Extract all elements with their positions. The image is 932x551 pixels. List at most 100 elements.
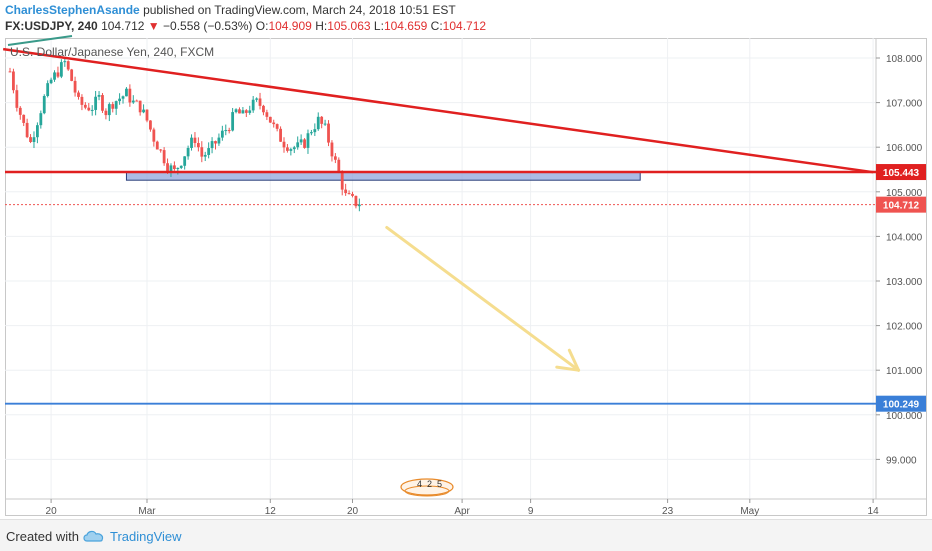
y-tick-label-0: 108.000 bbox=[886, 54, 923, 65]
candle-body-99 bbox=[347, 193, 351, 195]
instrument-title: U.S. Dollar/Japanese Yen, 240, FXCM bbox=[10, 45, 214, 59]
candle-body-49 bbox=[176, 167, 180, 170]
candle-body-2 bbox=[15, 90, 19, 108]
x-tick-label-4: Apr bbox=[454, 506, 470, 517]
candle-body-77 bbox=[272, 122, 276, 125]
candle-body-41 bbox=[149, 120, 152, 130]
footer-bar: Created with TradingView bbox=[0, 519, 932, 551]
candle-body-31 bbox=[114, 101, 118, 109]
candle-body-47 bbox=[169, 165, 173, 172]
candle-body-14 bbox=[56, 72, 60, 77]
time-axis: 20 Mar 12 20 Apr 9 23 May 14 bbox=[46, 499, 880, 517]
event-markers[interactable]: 4 2 5 bbox=[400, 478, 454, 497]
candle-body-56 bbox=[200, 147, 204, 157]
candle-body-4 bbox=[22, 114, 26, 123]
candle-body-12 bbox=[49, 79, 53, 84]
candle-body-42 bbox=[152, 129, 156, 142]
change-value: −0.558 (−0.53%) bbox=[163, 19, 253, 33]
candle-body-81 bbox=[286, 147, 289, 151]
candle-body-54 bbox=[193, 137, 197, 144]
candle-body-7 bbox=[32, 137, 36, 142]
candle-body-44 bbox=[159, 149, 163, 151]
candle-body-78 bbox=[275, 124, 279, 129]
candle-body-20 bbox=[77, 92, 80, 97]
projection-arrowhead-1 bbox=[567, 348, 581, 372]
candle-body-84 bbox=[296, 142, 300, 148]
event-marker-label-0: 4 bbox=[417, 479, 422, 489]
descending-trendline bbox=[2, 47, 874, 174]
candle-body-8 bbox=[36, 125, 39, 138]
x-tick-label-6: 23 bbox=[662, 506, 674, 517]
last-price: 104.712 bbox=[101, 19, 145, 33]
candle-body-76 bbox=[268, 116, 272, 123]
candle-body-1 bbox=[12, 71, 15, 91]
candle-body-52 bbox=[186, 147, 190, 157]
candle-body-63 bbox=[224, 130, 228, 132]
candle-body-62 bbox=[220, 130, 224, 138]
projection-arrow bbox=[385, 225, 581, 372]
y-tick-label-2: 106.000 bbox=[886, 143, 923, 154]
candle-body-82 bbox=[289, 149, 293, 151]
y-tick-label-3: 105.000 bbox=[886, 188, 923, 199]
open-label: O: bbox=[255, 19, 269, 33]
chart-header: CharlesStephenAsande published on Tradin… bbox=[5, 2, 925, 34]
candle-body-26 bbox=[97, 95, 101, 97]
candles bbox=[8, 58, 361, 212]
y-tick-label-4: 104.000 bbox=[886, 232, 923, 243]
candle-body-40 bbox=[145, 109, 149, 121]
tradingview-cloud-icon[interactable] bbox=[82, 528, 106, 544]
x-tick-label-0: 20 bbox=[46, 506, 58, 517]
candle-body-32 bbox=[118, 98, 121, 102]
high-value: 105.063 bbox=[327, 19, 371, 33]
candle-body-73 bbox=[258, 98, 262, 106]
candle-body-101 bbox=[354, 195, 358, 207]
candle-body-39 bbox=[142, 109, 145, 113]
candle-body-19 bbox=[73, 80, 77, 93]
y-tick-label-1: 107.000 bbox=[886, 99, 923, 110]
event-marker-outline bbox=[400, 478, 454, 496]
candle-body-9 bbox=[39, 113, 43, 126]
symbol-label: FX:USDJPY, 240 bbox=[5, 19, 98, 33]
candle-body-60 bbox=[214, 141, 217, 144]
candle-body-22 bbox=[83, 104, 87, 108]
x-tick-label-7: May bbox=[740, 506, 759, 517]
candle-body-87 bbox=[306, 133, 310, 148]
x-tick-label-5: 9 bbox=[528, 506, 534, 517]
chart-frame bbox=[5, 38, 927, 516]
candle-body-69 bbox=[244, 110, 248, 113]
candle-body-86 bbox=[303, 139, 306, 148]
candle-body-89 bbox=[313, 129, 317, 133]
low-value: 104.659 bbox=[383, 19, 428, 33]
candle-body-97 bbox=[340, 172, 344, 190]
candle-body-16 bbox=[63, 61, 67, 63]
candle-body-5 bbox=[25, 122, 29, 138]
x-tick-label-3: 20 bbox=[347, 506, 359, 517]
candle-body-61 bbox=[217, 137, 221, 144]
candle-body-0 bbox=[8, 71, 12, 73]
candle-body-100 bbox=[351, 193, 354, 196]
published-text: published on TradingView.com, March 24, … bbox=[143, 3, 456, 17]
candle-body-6 bbox=[29, 137, 32, 142]
low-label: L: bbox=[373, 19, 384, 33]
candle-body-79 bbox=[279, 128, 282, 142]
candle-body-58 bbox=[207, 148, 211, 155]
candle-body-96 bbox=[337, 159, 341, 173]
close-label: C: bbox=[430, 19, 443, 33]
author-name[interactable]: CharlesStephenAsande bbox=[5, 3, 140, 17]
projection-arrowhead-0 bbox=[555, 365, 581, 372]
candle-body-72 bbox=[255, 98, 258, 100]
candle-body-67 bbox=[238, 109, 241, 114]
x-tick-label-8: 14 bbox=[868, 506, 880, 517]
candle-body-53 bbox=[190, 137, 193, 148]
candle-body-36 bbox=[131, 100, 135, 103]
price-label-2: 100.249 bbox=[883, 400, 920, 411]
candle-body-3 bbox=[18, 107, 22, 115]
tradingview-brand[interactable]: TradingView bbox=[110, 529, 182, 544]
candle-body-94 bbox=[330, 142, 334, 157]
candle-body-66 bbox=[234, 109, 238, 113]
y-tick-label-9: 99.000 bbox=[886, 455, 917, 466]
candle-body-30 bbox=[111, 104, 115, 109]
candle-body-64 bbox=[227, 130, 231, 132]
down-arrow-icon: ▼ bbox=[147, 19, 160, 33]
